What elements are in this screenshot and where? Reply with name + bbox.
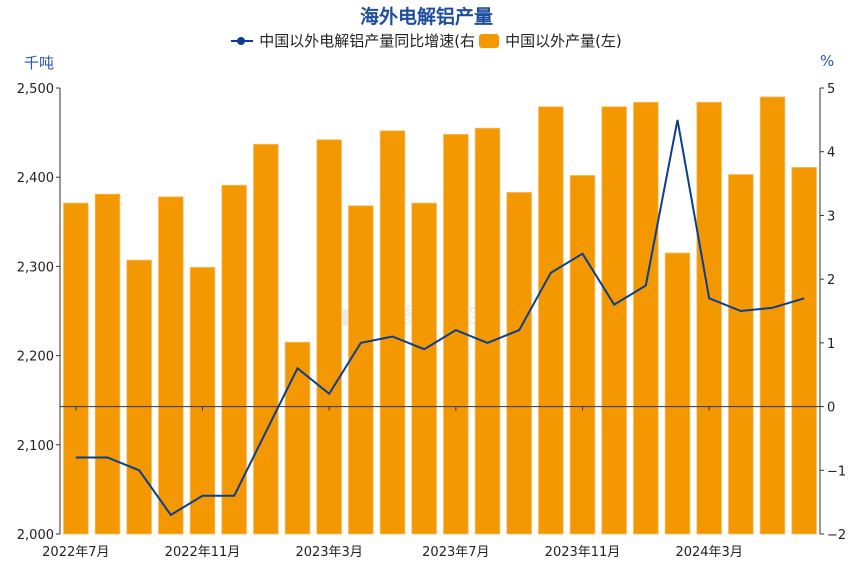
svg-text:−1: −1 bbox=[827, 464, 846, 479]
bar bbox=[63, 202, 89, 535]
bar bbox=[664, 252, 691, 535]
svg-text:2,000: 2,000 bbox=[17, 528, 54, 543]
bar bbox=[94, 193, 121, 535]
legend: 中国以外电解铝产量同比增速(右 中国以外产量(左) bbox=[0, 30, 853, 51]
svg-text:2,100: 2,100 bbox=[17, 439, 54, 454]
bar-swatch-icon bbox=[479, 33, 500, 48]
bar bbox=[253, 143, 279, 535]
bar bbox=[158, 196, 184, 535]
svg-text:5: 5 bbox=[827, 82, 835, 97]
x-tick-label: 2022年11月 bbox=[164, 545, 241, 560]
bar bbox=[348, 205, 374, 535]
bar bbox=[601, 106, 627, 535]
legend-item-growth: 中国以外电解铝产量同比增速(右 bbox=[231, 30, 475, 51]
svg-text:2,400: 2,400 bbox=[17, 171, 54, 186]
x-tick-label: 2023年3月 bbox=[295, 545, 363, 560]
line-marker-icon bbox=[231, 35, 254, 47]
chart-title: 海外电解铝产量 bbox=[359, 6, 493, 28]
bar bbox=[379, 130, 406, 535]
svg-text:1: 1 bbox=[827, 337, 835, 352]
x-tick-label: 2022年7月 bbox=[42, 545, 110, 560]
svg-text:3: 3 bbox=[827, 209, 835, 224]
svg-text:2,200: 2,200 bbox=[17, 350, 54, 365]
legend-label-production: 中国以外产量(左) bbox=[505, 32, 622, 50]
bar bbox=[728, 174, 754, 535]
svg-text:2: 2 bbox=[827, 273, 835, 288]
svg-text:4: 4 bbox=[827, 146, 835, 161]
bar bbox=[633, 101, 659, 535]
svg-text:2,300: 2,300 bbox=[17, 260, 54, 275]
x-tick-label: 2024年3月 bbox=[675, 545, 743, 560]
bar bbox=[411, 202, 437, 535]
growth-line bbox=[75, 119, 805, 517]
bar bbox=[316, 139, 342, 535]
svg-text:−2: −2 bbox=[827, 528, 846, 543]
bar bbox=[759, 96, 786, 535]
bar bbox=[221, 184, 247, 535]
x-tick-label: 2023年11月 bbox=[544, 545, 621, 560]
right-axis-unit: % bbox=[820, 52, 835, 70]
bar bbox=[506, 191, 532, 535]
x-tick-label: 2023年7月 bbox=[422, 545, 490, 560]
bar bbox=[474, 127, 501, 535]
bar bbox=[791, 166, 817, 535]
bar bbox=[284, 341, 311, 535]
left-axis-unit: 千吨 bbox=[24, 54, 55, 72]
bar bbox=[189, 266, 216, 535]
legend-item-production: 中国以外产量(左) bbox=[479, 30, 622, 51]
svg-text:0: 0 bbox=[827, 401, 835, 416]
legend-label-growth: 中国以外电解铝产量同比增速(右 bbox=[259, 32, 476, 50]
svg-text:2,500: 2,500 bbox=[17, 82, 54, 97]
bar bbox=[569, 175, 596, 535]
bar bbox=[126, 259, 152, 535]
bar bbox=[696, 101, 722, 535]
bar bbox=[538, 106, 564, 535]
